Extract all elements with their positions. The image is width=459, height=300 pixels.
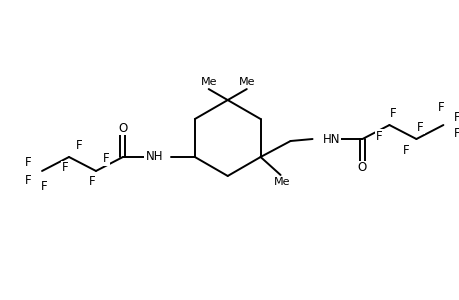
Text: F: F <box>25 157 31 169</box>
Text: Me: Me <box>238 77 254 87</box>
Text: F: F <box>453 110 459 124</box>
Text: Me: Me <box>274 177 290 187</box>
Text: HN: HN <box>322 133 339 146</box>
Text: F: F <box>402 143 409 157</box>
Text: F: F <box>25 175 31 188</box>
Text: NH: NH <box>145 151 162 164</box>
Text: F: F <box>76 139 82 152</box>
Text: F: F <box>416 121 423 134</box>
Text: Me: Me <box>200 77 217 87</box>
Text: F: F <box>62 161 68 175</box>
Text: F: F <box>375 130 382 142</box>
Text: F: F <box>89 176 95 188</box>
Text: F: F <box>453 127 459 140</box>
Text: F: F <box>437 100 444 114</box>
Text: O: O <box>357 161 366 175</box>
Text: F: F <box>389 106 396 119</box>
Text: O: O <box>118 122 127 134</box>
Text: F: F <box>41 181 47 194</box>
Text: F: F <box>102 152 109 166</box>
